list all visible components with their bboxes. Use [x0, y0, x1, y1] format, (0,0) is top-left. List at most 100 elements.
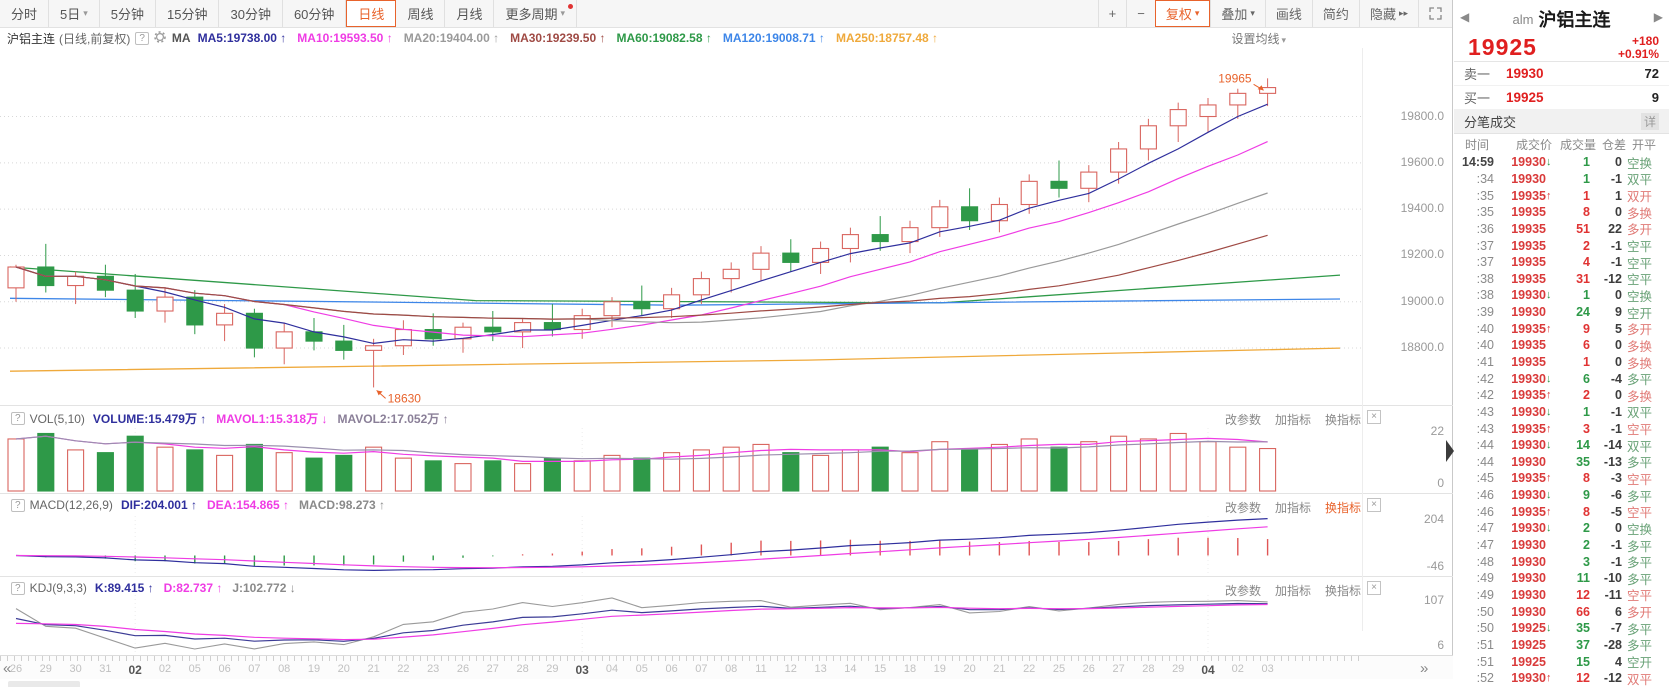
- period-tab[interactable]: 15分钟: [156, 0, 220, 27]
- pane-link-0[interactable]: 改参数: [1224, 413, 1261, 427]
- zoom-in-button[interactable]: +: [1097, 0, 1127, 27]
- tick-row: :38 19930 ↓ 1 0 空换: [1454, 287, 1669, 304]
- tick-oi-change: 0: [1615, 355, 1622, 369]
- pane-link-1[interactable]: 加指标: [1274, 413, 1311, 427]
- detail-link[interactable]: 详: [1640, 113, 1659, 130]
- tick-table-header: 时间 成交价 成交量 仓差 开平: [1454, 134, 1669, 154]
- tick-time: :47: [1476, 538, 1494, 553]
- hide-button[interactable]: 隐藏 ▸▸: [1358, 0, 1418, 27]
- up-arrow-icon: ↑: [1546, 389, 1552, 402]
- period-tab[interactable]: 60分钟: [283, 0, 347, 27]
- ma-value: MA250:18757.48 ↑: [835, 31, 939, 45]
- up-arrow-icon: ↑: [1546, 672, 1552, 685]
- bid-row[interactable]: 买一 19925 9: [1454, 86, 1669, 110]
- down-arrow-icon: ↓: [1546, 405, 1552, 418]
- fullscreen-button[interactable]: [1418, 0, 1452, 27]
- up-arrow-icon: ↑: [1546, 422, 1552, 435]
- tick-price: 19935: [1511, 504, 1546, 519]
- simple-mode-button[interactable]: 简约: [1311, 0, 1359, 27]
- period-tab[interactable]: 更多周期 ▾: [494, 0, 578, 27]
- help-icon[interactable]: ?: [11, 581, 25, 595]
- down-arrow-icon: ↓: [1546, 522, 1552, 535]
- period-tab[interactable]: 30分钟: [219, 0, 283, 27]
- next-instrument-icon[interactable]: ▶: [1653, 10, 1663, 24]
- date-label: 05: [188, 663, 201, 675]
- close-icon[interactable]: ×: [1367, 410, 1381, 424]
- macd-pane[interactable]: ? MACD(12,26,9) DIF:204.001 ↑ DEA:154.865 ↑…: [0, 493, 1453, 576]
- collapse-handle-icon[interactable]: [1446, 440, 1454, 462]
- help-icon[interactable]: ?: [135, 31, 149, 45]
- period-tab[interactable]: 月线: [445, 0, 495, 27]
- ma-settings-dropdown[interactable]: 设置均线 ▾: [1231, 30, 1286, 47]
- pane-link-1[interactable]: 加指标: [1274, 501, 1311, 515]
- pane-link-2[interactable]: 换指标: [1324, 413, 1361, 427]
- overlay-dropdown[interactable]: 叠加 ▾: [1210, 0, 1265, 27]
- period-tab[interactable]: 5分钟: [100, 0, 157, 27]
- tick-volume: 6: [1583, 371, 1590, 386]
- indicator-value: K:89.415 ↑: [94, 581, 154, 595]
- tick-price: 19935: [1511, 238, 1546, 253]
- tick-list[interactable]: 14:59 19930 ↓ 1 0 空换:34 19930 1 -1 双平:35 19935 ↑ 1 1 双…: [1454, 154, 1669, 687]
- date-axis: « 26 29 30 31 02 02 05 06 07 08 19 20 21 22 23 26 27 28 29…: [0, 655, 1453, 679]
- tick-row: :35 19935 ↑ 1 1 双开: [1454, 187, 1669, 205]
- gear-icon[interactable]: [154, 30, 166, 46]
- help-icon[interactable]: ?: [11, 498, 25, 512]
- period-tab[interactable]: 5日 ▾: [49, 0, 100, 27]
- pane-link-1[interactable]: 加指标: [1274, 584, 1311, 598]
- tick-openclose: 多开: [1627, 323, 1653, 338]
- notification-dot: [568, 4, 574, 9]
- pane-link-2[interactable]: 换指标: [1324, 501, 1361, 515]
- close-icon[interactable]: ×: [1367, 498, 1381, 512]
- adjust-dropdown[interactable]: 复权 ▾: [1154, 0, 1211, 27]
- date-label: 19: [933, 663, 946, 675]
- period-tab[interactable]: 日线: [346, 0, 397, 27]
- tick-oi-change: -28: [1603, 637, 1622, 652]
- scroll-right-icon[interactable]: »: [1420, 660, 1429, 677]
- tick-volume: 4: [1583, 255, 1590, 270]
- tick-volume: 1: [1583, 355, 1590, 369]
- close-icon[interactable]: ×: [1367, 581, 1381, 595]
- ask-row[interactable]: 卖一 19930 72: [1454, 62, 1669, 86]
- ma-value: MA30:19239.50 ↑: [510, 31, 606, 45]
- tick-volume: 37: [1576, 637, 1590, 652]
- date-label: 08: [725, 663, 738, 675]
- down-arrow-icon: ↓: [1546, 622, 1552, 635]
- date-label: 28: [1142, 663, 1155, 675]
- date-label: 11: [755, 663, 767, 675]
- tick-openclose: 双平: [1627, 173, 1653, 188]
- tick-time: :40: [1476, 338, 1494, 353]
- up-arrow-icon: ↑: [1546, 505, 1552, 518]
- zoom-out-button[interactable]: −: [1126, 0, 1155, 27]
- tick-time: :50: [1476, 621, 1494, 636]
- prev-instrument-icon[interactable]: ◀: [1460, 10, 1470, 24]
- draw-line-button[interactable]: 画线: [1264, 0, 1312, 27]
- pane-link-2[interactable]: 换指标: [1324, 584, 1361, 598]
- tick-time: :35: [1476, 205, 1494, 220]
- instrument-code: alm: [1512, 11, 1534, 27]
- vol-axis-max: 22: [1430, 424, 1444, 438]
- help-icon[interactable]: ?: [11, 412, 25, 425]
- macd-header: ? MACD(12,26,9) DIF:204.001 ↑ DEA:154.865 ↑…: [6, 498, 395, 512]
- pane-link-0[interactable]: 改参数: [1224, 501, 1261, 515]
- period-tab[interactable]: 周线: [396, 0, 446, 27]
- tick-openclose: 多平: [1627, 556, 1653, 571]
- tick-row: :46 19935 ↑ 8 -5 空平: [1454, 503, 1669, 521]
- chart-canvas: [15, 516, 1269, 574]
- tick-time: :39: [1476, 305, 1494, 320]
- kdj-pane[interactable]: ? KDJ(9,3,3) K:89.415 ↑ D:82.737 ↑ J:102.772…: [0, 576, 1453, 655]
- tick-price: 19935: [1511, 205, 1546, 220]
- tick-row: :40 19935 ↑ 9 5 多开: [1454, 320, 1669, 338]
- tick-openclose: 空平: [1627, 589, 1653, 604]
- scroll-left-icon[interactable]: «: [3, 660, 12, 677]
- pane-link-0[interactable]: 改参数: [1224, 584, 1261, 598]
- tick-row: :41 19935 1 0 多换: [1454, 354, 1669, 371]
- period-tab[interactable]: 分时: [0, 0, 50, 27]
- tick-oi-change: -12: [1603, 271, 1622, 286]
- candlestick-pane[interactable]: 18630 19965 19800.0 19600.0 19400.0 19200.0 19…: [0, 48, 1453, 405]
- date-label: 06: [665, 663, 678, 675]
- tick-openclose: 双开: [1627, 190, 1653, 205]
- tick-openclose: 多平: [1627, 456, 1653, 471]
- volume-pane[interactable]: ? VOL(5,10) VOLUME:15.479万 ↑ MAVOL1:15.318万…: [0, 405, 1453, 493]
- low-annotation: 18630: [388, 391, 422, 405]
- tick-oi-change: -4: [1610, 371, 1622, 386]
